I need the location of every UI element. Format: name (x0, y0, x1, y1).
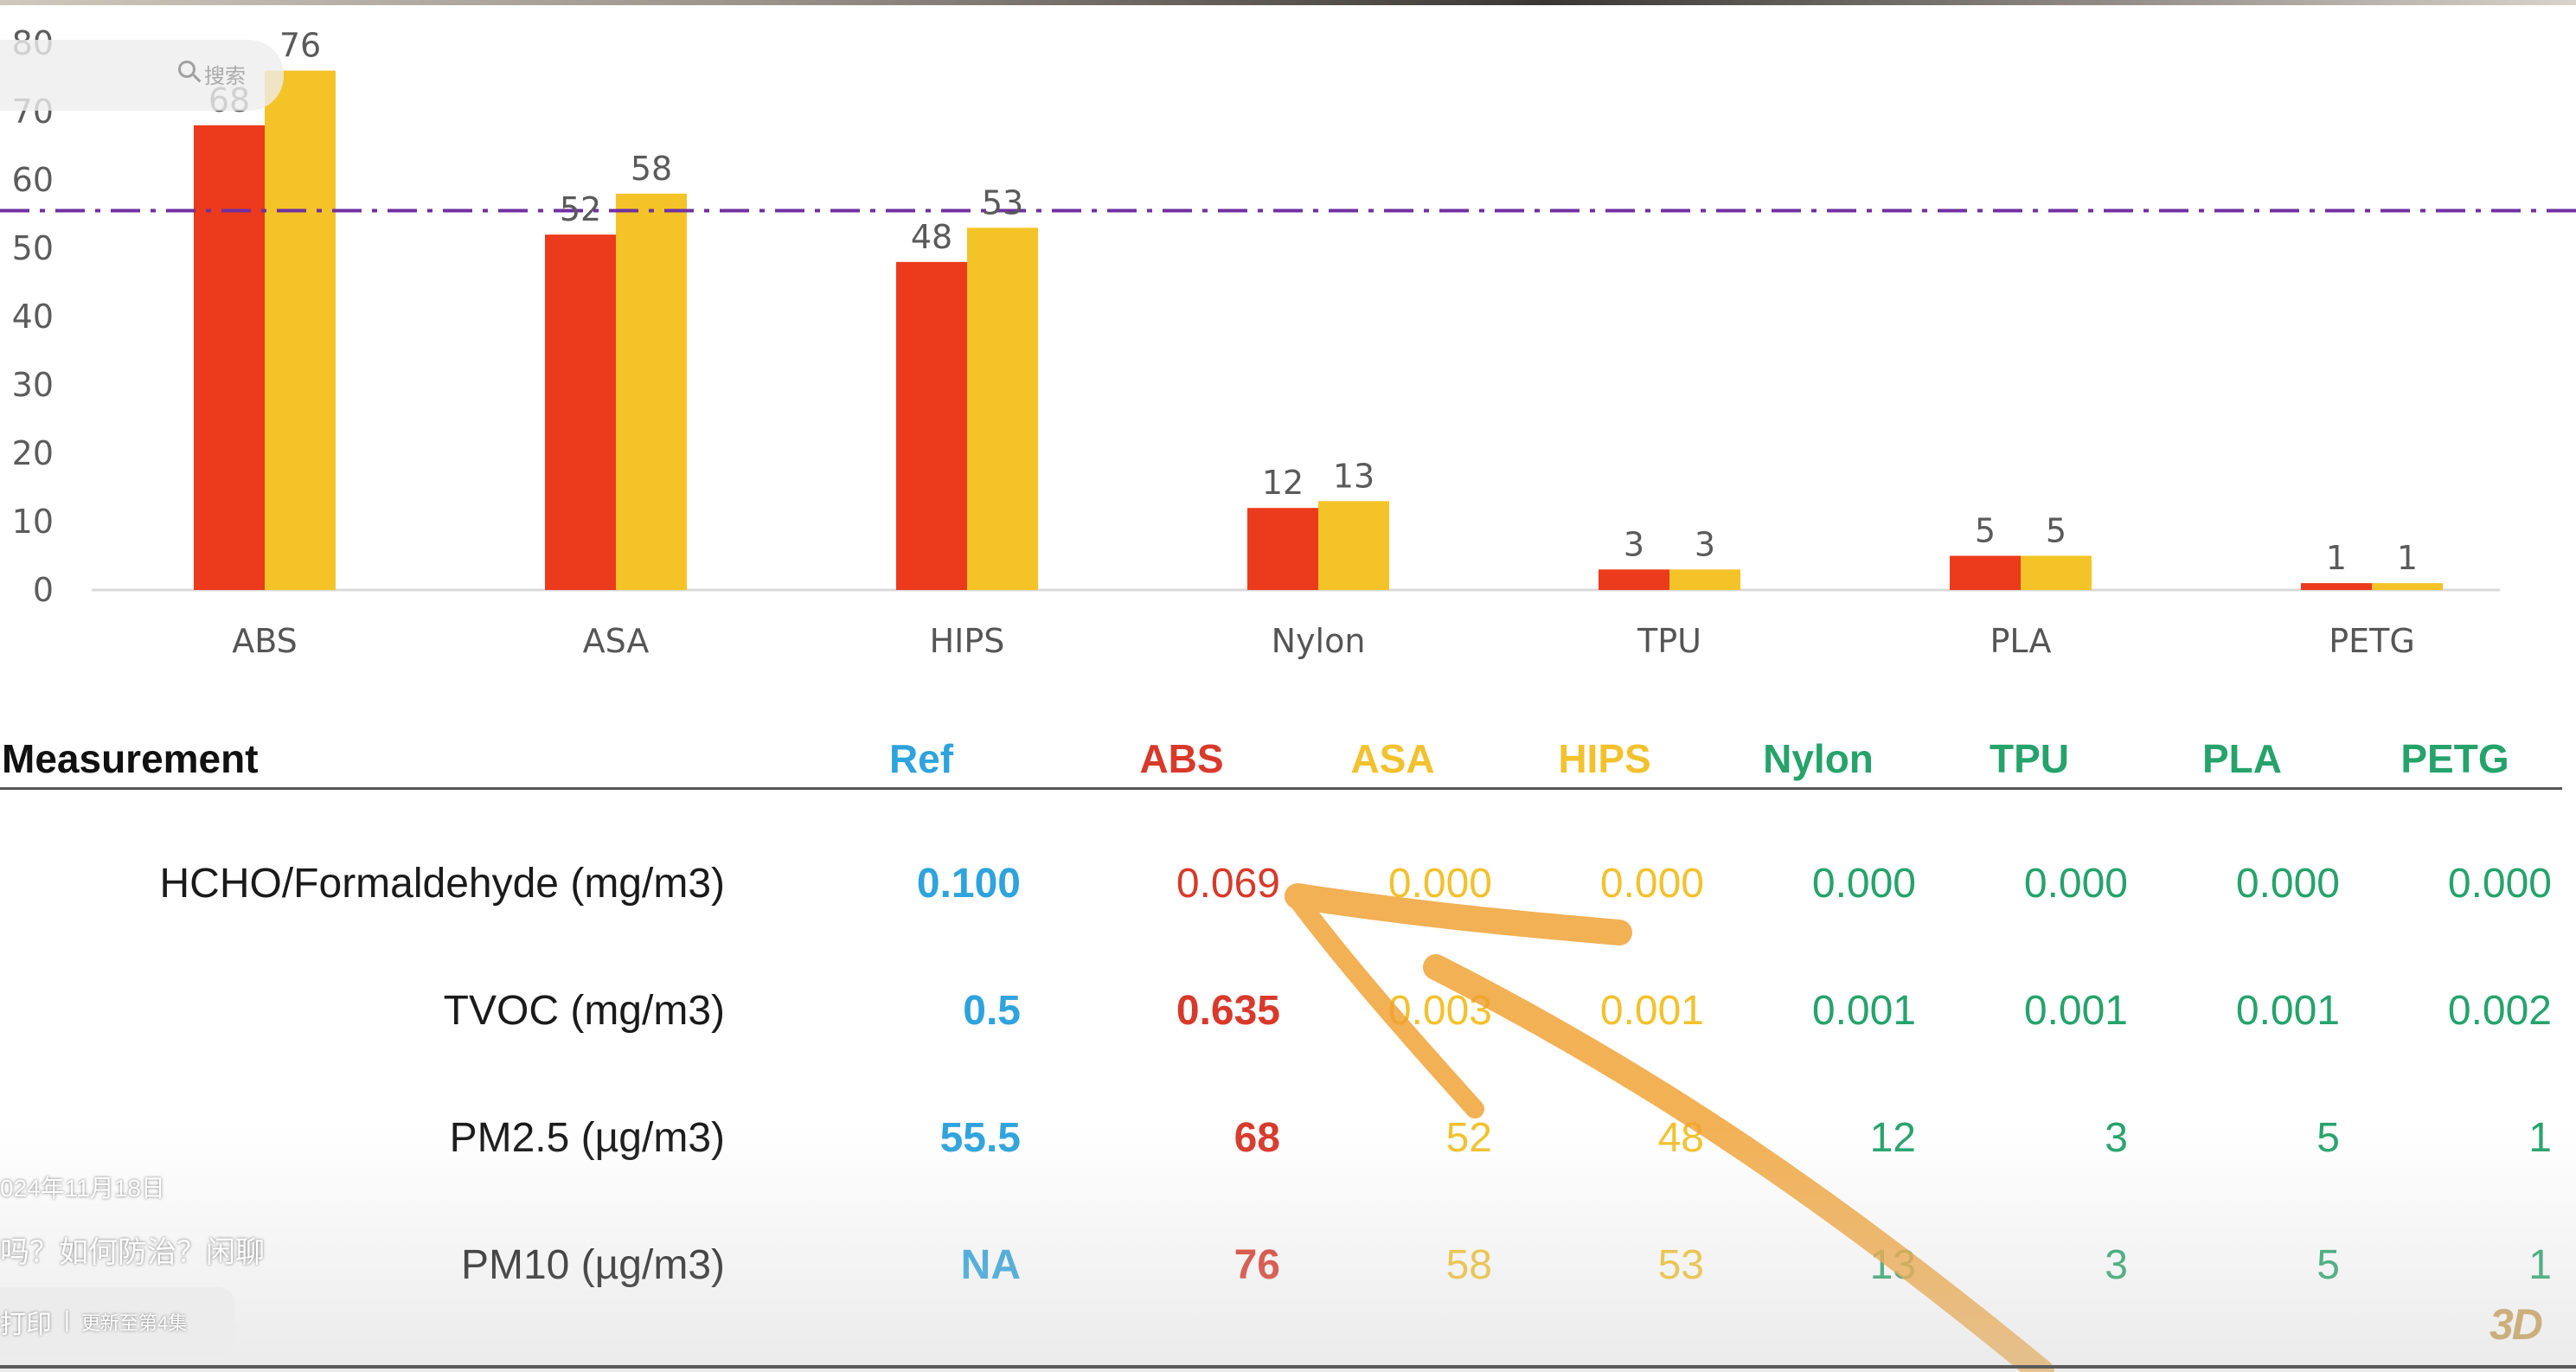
video-date: 024年11月18日 (0, 1175, 165, 1202)
bar-abs-pm10 (265, 70, 336, 591)
y-tick-0: 0 (33, 571, 54, 609)
cell-nylon-row0: 0.000 (1811, 861, 1916, 907)
cell-abs-row0: 0.069 (1176, 861, 1280, 907)
bars (194, 70, 2443, 591)
cell-hips-row1: 0.001 (1599, 988, 1704, 1034)
cell-abs-row2: 68 (1234, 1114, 1280, 1163)
data-label-petg-pm10: 1 (2397, 539, 2418, 577)
cell-nylon-row1: 0.001 (1811, 988, 1916, 1034)
header-abs: ABS (1139, 736, 1224, 781)
progress-track[interactable] (0, 1365, 2576, 1369)
y-tick-20: 20 (12, 434, 54, 472)
data-label-hips-pm10: 53 (982, 183, 1023, 221)
y-tick-40: 40 (12, 298, 54, 336)
cell-petg-row2: 1 (2528, 1114, 2552, 1163)
x-axis-categories: ABS ASA HIPS Nylon TPU PLA PETG (232, 622, 2415, 660)
row-label-1: TVOC (mg/m3) (443, 988, 725, 1034)
search-box[interactable] (0, 40, 284, 111)
cell-petg-row1: 0.002 (2447, 988, 2552, 1034)
data-label-tpu-pm25: 3 (1624, 525, 1644, 563)
header-ref: Ref (888, 736, 954, 781)
bar-asa-pm25 (545, 234, 616, 590)
cell-petg-row3: 1 (2528, 1241, 2552, 1290)
cell-pla-row2: 5 (2316, 1114, 2340, 1163)
data-labels: 6876525848531213335511 (208, 27, 2418, 577)
header-nylon: Nylon (1763, 736, 1874, 781)
row-label-0: HCHO/Formaldehyde (mg/m3) (159, 861, 725, 907)
tag-update[interactable]: 更新至第4集 (81, 1312, 188, 1334)
row-label-3: PM10 (µg/m3) (461, 1241, 725, 1290)
category-abs: ABS (232, 622, 298, 660)
bar-pla-pm10 (2021, 555, 2092, 590)
header-pla: PLA (2202, 736, 2282, 781)
row-label-2: PM2.5 (µg/m3) (450, 1114, 725, 1163)
header-measurement: Measurement (2, 736, 259, 781)
cell-ref-row3: NA (961, 1241, 1021, 1290)
data-label-pla-pm25: 5 (1975, 512, 1996, 550)
header-petg: PETG (2400, 736, 2509, 781)
cell-tpu-row1: 0.001 (2023, 988, 2128, 1034)
y-tick-10: 10 (12, 503, 54, 541)
bar-nylon-pm25 (1247, 508, 1318, 590)
category-tpu: TPU (1637, 622, 1701, 660)
tag-pill[interactable] (0, 1287, 235, 1355)
cell-hips-row0: 0.000 (1599, 861, 1704, 907)
bar-hips-pm25 (896, 261, 967, 590)
y-tick-50: 50 (12, 229, 54, 267)
bar-nylon-pm10 (1318, 501, 1389, 590)
search-icon[interactable] (178, 61, 195, 78)
data-label-tpu-pm10: 3 (1695, 525, 1715, 563)
player-bottom-gradient (0, 1125, 2576, 1372)
cell-tpu-row3: 3 (2105, 1241, 2128, 1290)
data-label-asa-pm10: 58 (631, 150, 672, 188)
cell-tpu-row0: 0.000 (2023, 861, 2128, 907)
data-label-pla-pm10: 5 (2046, 512, 2067, 550)
top-video-strip (0, 0, 2576, 5)
channel-watermark: 3D (2489, 1300, 2543, 1349)
bar-asa-pm10 (616, 193, 687, 591)
category-asa: ASA (583, 622, 650, 660)
bar-hips-pm10 (967, 228, 1038, 590)
data-label-asa-pm25: 52 (560, 190, 601, 228)
data-label-hips-pm25: 48 (911, 218, 952, 256)
data-label-abs-pm10: 76 (279, 27, 321, 65)
bar-chart: 01020304050607080 6876525848531213335511… (0, 24, 2576, 660)
tag-print[interactable]: 打印 (0, 1311, 52, 1339)
cell-ref-row0: 0.100 (916, 861, 1021, 907)
category-petg: PETG (2329, 622, 2415, 660)
bar-petg-pm10 (2372, 583, 2443, 590)
header-asa: ASA (1350, 736, 1435, 781)
bar-petg-pm25 (2301, 583, 2372, 590)
search-placeholder: 搜索 (204, 65, 246, 88)
cell-abs-row1: 0.635 (1176, 988, 1280, 1034)
data-label-petg-pm25: 1 (2326, 539, 2347, 577)
cell-tpu-row2: 3 (2105, 1114, 2128, 1163)
bar-tpu-pm25 (1599, 569, 1669, 590)
cell-pla-row0: 0.000 (2235, 861, 2340, 907)
header-hips: HIPS (1558, 736, 1651, 781)
data-label-nylon-pm25: 12 (1262, 464, 1304, 502)
header-tpu: TPU (1990, 736, 2069, 781)
category-hips: HIPS (930, 622, 1005, 660)
y-tick-30: 30 (12, 366, 54, 404)
header-divider (0, 787, 2562, 790)
category-pla: PLA (1990, 622, 2052, 660)
bar-pla-pm25 (1950, 555, 2021, 590)
cell-petg-row0: 0.000 (2447, 861, 2552, 907)
data-label-nylon-pm10: 13 (1333, 457, 1375, 495)
tag-separator: | (64, 1306, 70, 1332)
cell-pla-row3: 5 (2316, 1241, 2340, 1290)
video-caption[interactable]: 吗？如何防治？闲聊 (0, 1236, 265, 1269)
cell-abs-row3: 76 (1234, 1241, 1280, 1290)
y-tick-60: 60 (12, 161, 54, 199)
cell-ref-row1: 0.5 (963, 988, 1021, 1034)
bar-tpu-pm10 (1669, 569, 1740, 590)
cell-ref-row2: 55.5 (940, 1114, 1021, 1163)
cell-asa-row1: 0.003 (1387, 988, 1492, 1034)
bar-abs-pm25 (194, 125, 265, 591)
cell-pla-row1: 0.001 (2235, 988, 2340, 1034)
category-nylon: Nylon (1272, 622, 1366, 660)
cell-asa-row0: 0.000 (1387, 861, 1492, 907)
